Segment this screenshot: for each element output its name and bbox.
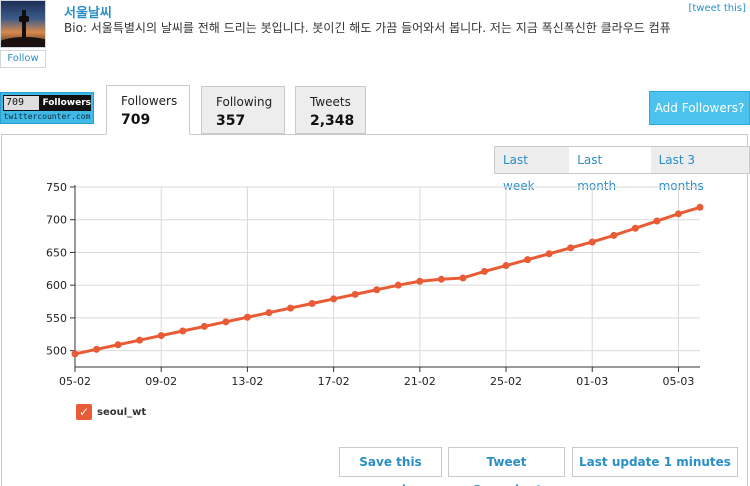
tab-tweets-label: Tweets <box>310 95 351 109</box>
hill-silhouette <box>1 37 45 47</box>
series-seoul-wt <box>71 203 704 358</box>
data-point <box>136 336 144 344</box>
y-tick-label: 650 <box>46 246 67 259</box>
y-tick-label: 550 <box>46 312 67 325</box>
range-last-week[interactable]: Last week <box>495 147 570 193</box>
tab-followers-label: Followers <box>121 94 178 108</box>
data-point <box>200 322 208 330</box>
data-point <box>631 224 639 232</box>
tab-followers[interactable]: Followers 709 <box>106 85 190 135</box>
data-point <box>459 274 467 282</box>
x-tick-labels: 05-02 09-02 13-02 17-02 21-02 25-02 01-03 05-03 <box>59 375 694 388</box>
tab-tweets-value: 2,348 <box>310 113 355 129</box>
data-point <box>373 286 381 294</box>
x-tick-label: 25-02 <box>490 375 522 388</box>
data-point <box>588 238 596 246</box>
data-point <box>287 304 295 312</box>
y-tick-label: 600 <box>46 279 67 292</box>
data-point <box>157 332 165 340</box>
x-tick-label: 13-02 <box>231 375 263 388</box>
profile-bio: Bio: 서울특별시의 날씨를 전해 드리는 봇입니다. 봇이긴 해도 가끔 들… <box>64 21 671 35</box>
chart-axes <box>70 185 700 372</box>
data-point <box>265 309 273 317</box>
data-point <box>653 217 661 225</box>
data-point <box>502 262 510 270</box>
x-tick-label: 21-02 <box>404 375 436 388</box>
chart-grid <box>74 186 700 367</box>
tab-following[interactable]: Following 357 <box>201 86 285 134</box>
tower-silhouette <box>19 10 29 40</box>
legend-item-seoul-wt[interactable]: ✓ seoul_wt <box>76 404 146 420</box>
tweet-this-link[interactable]: [tweet this] <box>688 3 746 14</box>
data-point <box>610 231 618 239</box>
x-tick-label: 05-03 <box>662 375 694 388</box>
x-tick-label: 05-02 <box>59 375 91 388</box>
tab-following-value: 357 <box>216 113 246 129</box>
data-point <box>222 318 230 326</box>
tab-followers-value: 709 <box>121 112 151 128</box>
y-tick-label: 750 <box>46 181 67 194</box>
twittercounter-badge[interactable]: 709 Followers twittercounter.com <box>0 92 94 124</box>
badge-count: 709 <box>4 96 40 110</box>
tab-following-label: Following <box>216 95 273 109</box>
badge-site: twittercounter.com <box>3 112 91 121</box>
data-point <box>308 300 316 308</box>
x-tick-label: 01-03 <box>576 375 608 388</box>
tweet-button[interactable]: Tweet @seoul_wt <box>448 447 565 486</box>
save-graph-button[interactable]: Save this graph <box>339 447 442 486</box>
data-point <box>243 313 251 321</box>
last-update-button[interactable]: Last update 1 minutes ago <box>572 447 738 486</box>
checkbox-icon[interactable]: ✓ <box>76 404 92 420</box>
range-selector: Last week Last month Last 3 months <box>494 146 750 193</box>
data-point <box>351 290 359 298</box>
x-tick-label: 17-02 <box>318 375 350 388</box>
series-line <box>74 205 701 356</box>
data-point <box>524 256 532 264</box>
add-followers-button[interactable]: Add Followers? <box>649 91 750 125</box>
legend-label: seoul_wt <box>97 406 147 418</box>
range-last-month[interactable]: Last month <box>569 147 651 193</box>
data-point <box>545 250 553 258</box>
follow-button[interactable]: Follow <box>0 50 46 68</box>
y-tick-labels: 500 550 600 650 700 750 <box>46 181 67 358</box>
data-point <box>93 345 101 353</box>
data-point <box>71 350 79 358</box>
data-point <box>394 281 402 289</box>
data-point <box>416 277 424 285</box>
x-tick-label: 09-02 <box>145 375 177 388</box>
data-point <box>567 244 575 252</box>
range-last-3-months[interactable]: Last 3 months <box>650 147 749 193</box>
followers-chart: 500 550 600 650 700 750 05-02 09-02 13-02 17-02 2… <box>46 181 704 388</box>
data-point <box>179 327 187 335</box>
tab-tweets[interactable]: Tweets 2,348 <box>295 86 366 134</box>
profile-name[interactable]: 서울날씨 <box>64 6 112 21</box>
avatar <box>0 0 46 48</box>
y-tick-label: 700 <box>46 214 67 227</box>
y-tick-label: 500 <box>46 345 67 358</box>
graph-panel <box>1 134 748 486</box>
badge-label: Followers <box>42 98 91 108</box>
data-point <box>696 203 704 211</box>
data-point <box>437 275 445 283</box>
data-point <box>114 341 122 349</box>
data-point <box>674 210 682 218</box>
data-point <box>480 267 488 275</box>
data-point <box>330 295 338 303</box>
